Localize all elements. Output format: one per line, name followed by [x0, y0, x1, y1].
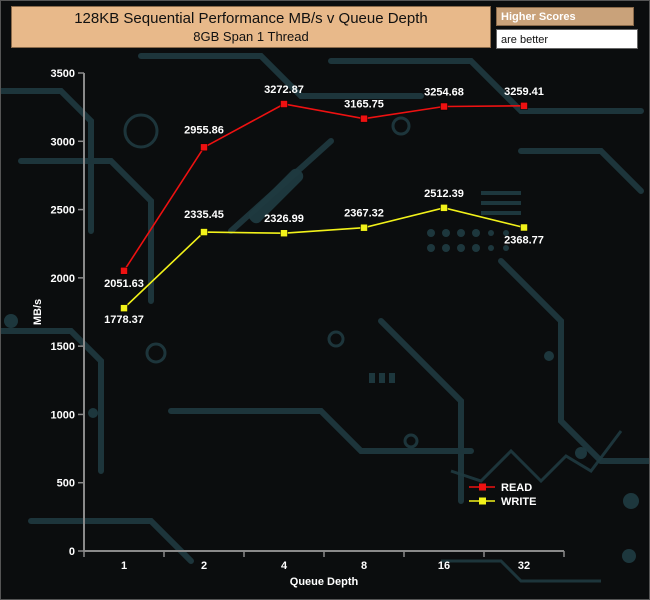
data-label-write: 2335.45 — [184, 209, 224, 221]
x-tick-label: 32 — [518, 560, 530, 572]
data-point-write — [120, 304, 128, 312]
y-tick-label: 500 — [57, 478, 75, 490]
data-label-write: 2367.32 — [344, 208, 384, 220]
y-tick-label: 1000 — [51, 409, 75, 421]
x-axis-title: Queue Depth — [290, 576, 359, 588]
y-axis-title: MB/s — [32, 299, 44, 325]
x-axis-ticks: 1 2 4 8 16 32 — [83, 551, 565, 572]
y-tick-label: 2000 — [51, 273, 75, 285]
data-label-write: 1778.37 — [104, 314, 144, 326]
data-label-read: 3259.41 — [504, 86, 544, 98]
data-label-read: 3254.68 — [424, 87, 464, 99]
series-line-read — [123, 103, 525, 272]
series-line-write — [123, 207, 525, 309]
note-are-better: are better — [496, 29, 638, 49]
data-point-write — [280, 229, 288, 237]
y-tick-label: 1500 — [51, 341, 75, 353]
note-higher-scores: Higher Scores — [496, 7, 634, 26]
data-point-read — [200, 143, 208, 152]
data-point-read — [280, 100, 288, 108]
data-label-write: 2512.39 — [424, 188, 464, 200]
data-label-read: 2955.86 — [184, 124, 224, 136]
data-label-read: 3272.87 — [264, 84, 304, 96]
legend-label-read: READ — [501, 482, 532, 494]
legend: READ WRITE — [469, 482, 536, 508]
data-point-read — [120, 267, 128, 275]
data-point-write — [360, 223, 368, 232]
y-tick-label: 3500 — [51, 68, 75, 80]
x-tick-label: 8 — [361, 560, 367, 572]
x-tick-label: 1 — [121, 560, 127, 572]
data-label-write: 2368.77 — [504, 234, 544, 246]
y-tick-label: 2500 — [51, 205, 75, 217]
data-point-write — [440, 204, 448, 212]
y-tick-label: 0 — [69, 546, 75, 558]
data-point-read — [440, 102, 448, 111]
legend-marker-write — [479, 497, 486, 505]
data-label-read: 2051.63 — [104, 278, 144, 290]
chart-title: 128KB Sequential Performance MB/s v Queu… — [74, 10, 428, 27]
y-axis-ticks: 0 500 1000 1500 2000 2500 3000 3500 — [51, 68, 84, 558]
data-labels: 2051.63 2955.86 3272.87 3165.75 3254.68 3259.… — [104, 84, 544, 326]
data-point-read — [520, 102, 528, 110]
data-point-write — [200, 228, 208, 236]
data-point-write — [520, 223, 528, 232]
data-point-read — [360, 114, 368, 123]
x-tick-label: 2 — [201, 560, 207, 572]
data-label-write: 2326.99 — [264, 213, 304, 225]
x-tick-label: 4 — [281, 560, 288, 572]
series-group — [120, 100, 528, 312]
legend-marker-read — [479, 483, 486, 491]
x-tick-label: 16 — [438, 560, 450, 572]
y-tick-label: 3000 — [51, 136, 75, 148]
title-box: 128KB Sequential Performance MB/s v Queu… — [11, 6, 491, 48]
data-label-read: 3165.75 — [344, 99, 384, 111]
legend-label-write: WRITE — [501, 496, 536, 508]
axes — [83, 73, 564, 552]
chart-subtitle: 8GB Span 1 Thread — [193, 29, 309, 44]
